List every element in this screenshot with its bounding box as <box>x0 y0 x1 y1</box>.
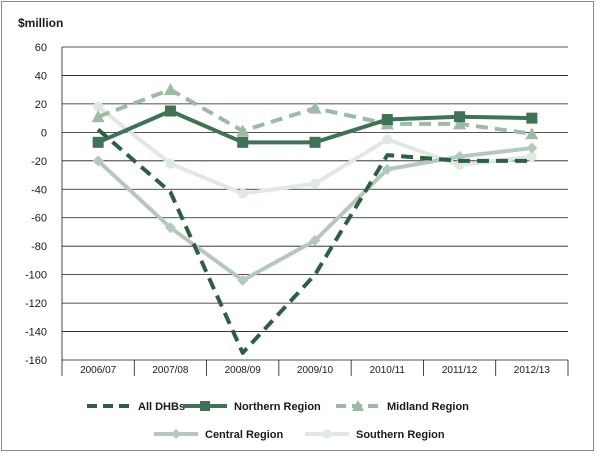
data-point-southern-region <box>310 178 320 189</box>
data-point-midland-region <box>163 83 177 96</box>
y-tick-label: -20 <box>31 156 47 168</box>
series-line-central-region <box>96 146 533 283</box>
data-point-central-region <box>164 222 176 234</box>
data-point-midland-region <box>236 124 250 137</box>
data-point-southern-region <box>526 151 537 162</box>
y-tick-label: -140 <box>25 327 47 339</box>
y-tick-label: -40 <box>31 184 47 196</box>
x-tick-label: 2006/07 <box>80 365 117 376</box>
data-point-midland-region <box>308 101 322 114</box>
data-point-central-region <box>381 163 393 175</box>
data-point-northern-region <box>309 136 321 148</box>
x-tick-label: 2007/08 <box>152 365 189 376</box>
data-point-central-region <box>309 234 321 246</box>
x-tick-label: 2010/11 <box>370 365 406 376</box>
legend-marker-midland-region <box>352 400 364 411</box>
data-point-central-region <box>237 274 249 286</box>
y-tick-label: -100 <box>25 270 47 282</box>
y-tick-label: -160 <box>25 355 47 367</box>
data-point-southern-region <box>237 188 248 199</box>
y-tick-label: 40 <box>35 70 47 82</box>
data-point-northern-region <box>526 112 538 124</box>
y-tick-label: 0 <box>41 127 47 139</box>
data-point-northern-region <box>92 136 104 148</box>
legend-marker-northern-region <box>200 401 210 411</box>
data-point-northern-region <box>237 136 249 148</box>
y-axis-title: $million <box>18 16 63 30</box>
y-tick-label: 20 <box>35 99 47 111</box>
data-point-northern-region <box>454 111 466 123</box>
y-tick-label: -120 <box>25 298 47 310</box>
x-tick-label: 2008/09 <box>225 365 262 376</box>
series-line-all-dhbs <box>96 128 532 355</box>
x-tick-label: 2012/13 <box>514 365 551 376</box>
legend-label-midland-region: Midland Region <box>387 401 469 413</box>
legend-label-northern-region: Northern Region <box>234 401 321 413</box>
legend-label-all-dhbs: All DHBs <box>138 401 185 413</box>
y-tick-label: -60 <box>31 213 47 225</box>
data-point-central-region <box>92 155 104 167</box>
legend-label-central-region: Central Region <box>205 429 284 441</box>
x-tick-label: 2009/10 <box>297 365 334 376</box>
data-point-midland-region <box>525 127 539 140</box>
data-point-southern-region <box>165 158 176 169</box>
data-point-northern-region <box>164 105 176 117</box>
data-point-central-region <box>526 142 538 154</box>
x-tick-label: 2011/12 <box>442 365 478 376</box>
data-point-northern-region <box>381 114 393 126</box>
data-point-southern-region <box>382 134 393 145</box>
legend-label-southern-region: Southern Region <box>356 429 445 441</box>
y-tick-label: 60 <box>35 42 47 54</box>
data-point-midland-region <box>91 110 105 123</box>
y-tick-label: -80 <box>31 241 47 253</box>
legend-marker-southern-region <box>322 429 332 439</box>
legend-marker-central-region <box>171 429 181 439</box>
data-point-midland-region <box>453 117 467 130</box>
data-point-southern-region <box>93 101 104 112</box>
